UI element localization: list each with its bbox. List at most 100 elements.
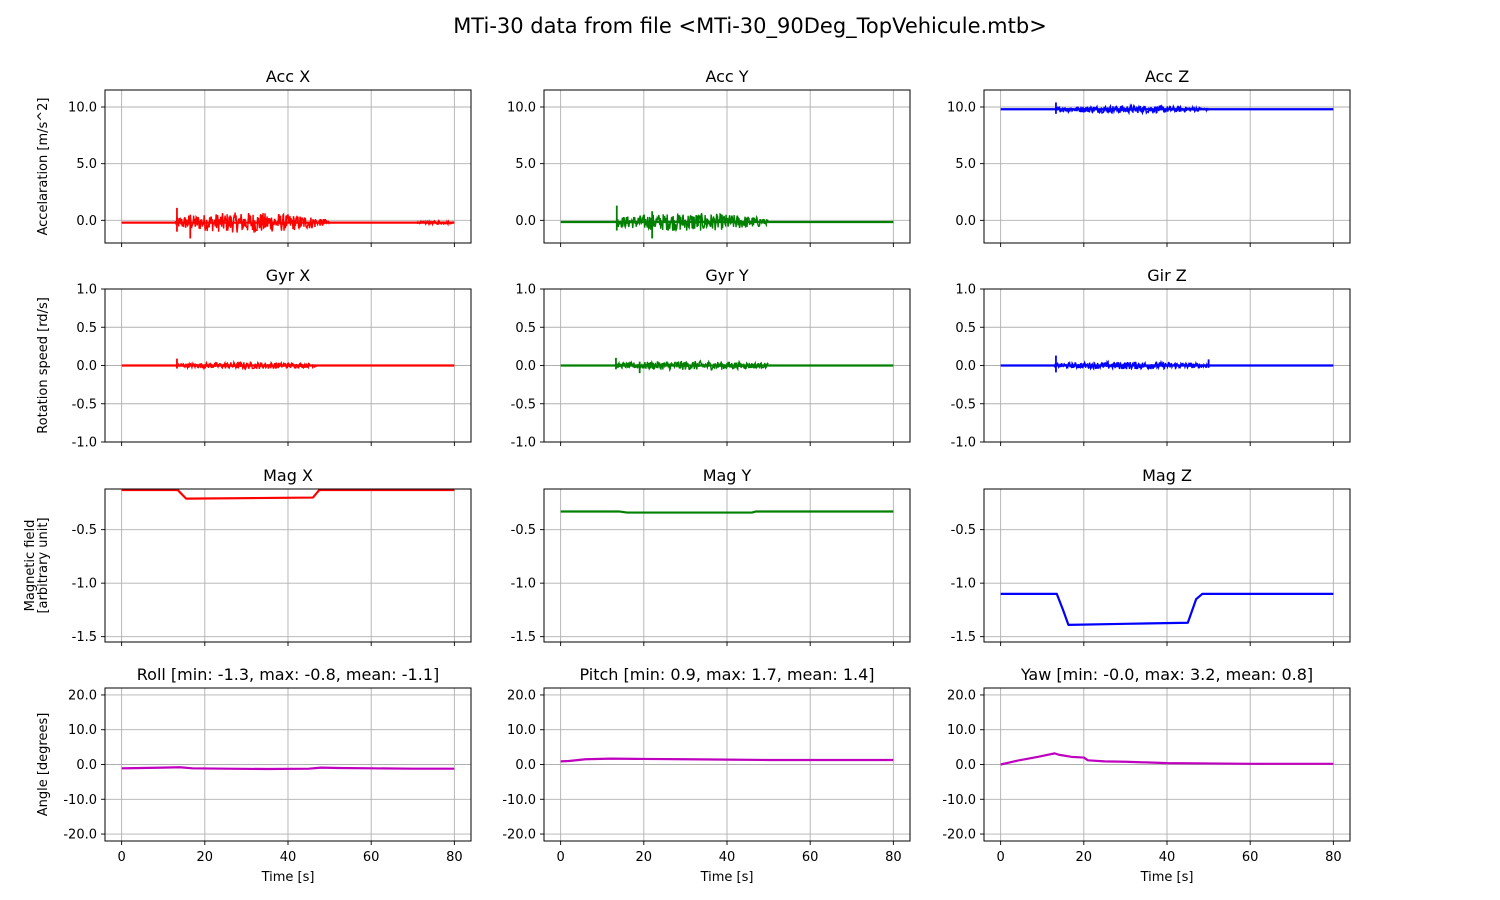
y-tick-label: 10.0 (507, 723, 536, 738)
axes-frame (983, 687, 1351, 842)
subplot-title: Gir Z (1147, 266, 1187, 285)
y-tick-label: 1.0 (76, 283, 97, 298)
axes-frame (983, 488, 1351, 643)
y-tick-label: -1.5 (951, 630, 976, 645)
y-tick-label: -10.0 (942, 793, 976, 808)
y-axis-label: Angle [degrees] (36, 713, 51, 817)
series-noise (1054, 359, 1209, 372)
y-axis-label: Accelaration [m/s^2] (36, 97, 51, 235)
series-noise (1200, 107, 1209, 113)
axes-frame (543, 288, 911, 443)
y-tick-label: 0.0 (515, 214, 536, 229)
series-line (560, 757, 894, 763)
subplot-7: Mag X -1.5 -1.0 -0.5 (72, 466, 472, 646)
y-tick-label: -0.5 (72, 397, 97, 412)
x-axis-label: Time [s] (261, 870, 315, 885)
y-axis-label: Rotation speed [rd/s] (36, 297, 51, 434)
x-tick-label: 60 (363, 850, 380, 865)
series-line (1000, 592, 1334, 626)
series-line (560, 510, 894, 514)
subplot-12: Yaw [min: -0.0, max: 3.2, mean: 0.8] -20.… (942, 665, 1351, 885)
x-tick-label: 60 (1242, 850, 1259, 865)
series-noise (615, 359, 769, 373)
x-tick-label: 60 (802, 850, 819, 865)
y-tick-label: -1.0 (951, 436, 976, 451)
series-1 (121, 358, 455, 371)
figure-title: MTi-30 data from file <MTi-30_90Deg_TopV… (453, 14, 1047, 39)
y-tick-label: -1.0 (72, 436, 97, 451)
y-tick-label: -0.5 (511, 397, 536, 412)
x-tick-label: 0 (556, 850, 564, 865)
x-tick-label: 0 (117, 850, 125, 865)
y-tick-label: -1.0 (511, 577, 536, 592)
y-tick-label: -1.5 (511, 630, 536, 645)
y-tick-label: 0.0 (955, 359, 976, 374)
series-line (121, 766, 455, 771)
series-noise (416, 218, 455, 227)
series-1 (560, 205, 894, 239)
x-tick-label: 80 (446, 850, 463, 865)
subplot-title: Gyr X (266, 266, 311, 285)
y-tick-label: -10.0 (502, 793, 536, 808)
y-tick-label: 10.0 (947, 101, 976, 116)
y-tick-label: -1.0 (951, 577, 976, 592)
y-tick-label: -10.0 (63, 793, 97, 808)
y-tick-label: 20.0 (68, 688, 97, 703)
subplot-3: Acc Z 0.0 5.0 10.0 (947, 67, 1351, 247)
series-noise (316, 218, 330, 227)
subplot-title: Gyr Y (705, 266, 749, 285)
series-noise (616, 212, 761, 233)
y-tick-label: 0.5 (515, 321, 536, 336)
subplot-title: Acc Z (1145, 67, 1189, 86)
axes-frame (104, 687, 472, 842)
y-tick-label: 5.0 (955, 157, 976, 172)
y-tick-label: -20.0 (63, 828, 97, 843)
axes-frame (104, 288, 472, 443)
series-line (1000, 752, 1334, 766)
subplot-6: Gir Z -1.0 -0.5 0.0 0.5 1.0 (951, 266, 1351, 451)
axes-frame (543, 488, 911, 643)
axes-frame (104, 488, 472, 643)
subplot-10: Roll [min: -1.3, max: -0.8, mean: -1.1] -… (63, 665, 472, 885)
series-1 (121, 766, 455, 771)
y-tick-label: 10.0 (947, 723, 976, 738)
subplot-title: Pitch [min: 0.9, max: 1.7, mean: 1.4] (579, 665, 874, 684)
x-tick-label: 20 (636, 850, 653, 865)
y-tick-label: -1.5 (72, 630, 97, 645)
subplot-1: Acc X 0.0 5.0 10.0 (68, 67, 472, 247)
x-tick-label: 40 (719, 850, 736, 865)
subplot-5: Gyr Y -1.0 -0.5 0.0 0.5 1.0 (511, 266, 911, 451)
y-tick-label: 5.0 (76, 157, 97, 172)
y-tick-label: 0.0 (515, 359, 536, 374)
series-1 (560, 357, 894, 374)
x-tick-label: 0 (996, 850, 1004, 865)
subplot-title: Mag Z (1142, 466, 1192, 485)
series-1 (560, 757, 894, 763)
y-tick-label: 0.0 (76, 359, 97, 374)
y-tick-label: 1.0 (515, 283, 536, 298)
subplot-grid: Acc X 0.0 5.0 10.0 Acc Y 0.0 5.0 10.0 Acc Z 0.0 5.… (63, 67, 1351, 885)
subplot-title: Acc X (266, 67, 310, 86)
x-tick-label: 20 (197, 850, 214, 865)
y-tick-label: 0.0 (955, 214, 976, 229)
series-1 (1000, 102, 1334, 116)
subplot-8: Mag Y -1.5 -1.0 -0.5 (511, 466, 911, 646)
axes-frame (543, 89, 911, 244)
axes-frame (104, 89, 472, 244)
y-tick-label: 10.0 (68, 101, 97, 116)
series-1 (560, 510, 894, 514)
y-tick-label: -20.0 (942, 828, 976, 843)
y-tick-label: -0.5 (951, 397, 976, 412)
axes-frame (983, 89, 1351, 244)
subplot-9: Mag Z -1.5 -1.0 -0.5 (951, 466, 1351, 646)
y-tick-label: 0.5 (76, 321, 97, 336)
x-tick-label: 20 (1076, 850, 1093, 865)
series-noise (175, 212, 318, 233)
series-noise (1055, 103, 1201, 116)
y-axis-label: [arbitrary unit] (36, 517, 51, 613)
subplot-11: Pitch [min: 0.9, max: 1.7, mean: 1.4] -20… (502, 665, 911, 885)
y-tick-label: 0.5 (955, 321, 976, 336)
row-labels: Accelaration [m/s^2] Rotation speed [rd/s… (23, 97, 51, 816)
series-1 (121, 489, 455, 500)
